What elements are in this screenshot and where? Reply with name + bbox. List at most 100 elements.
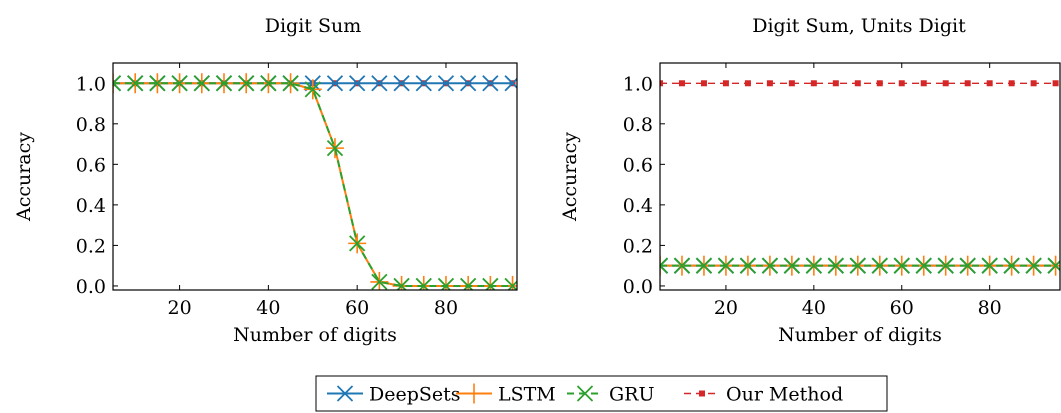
plot-frame — [659, 62, 1061, 291]
legend-marker — [699, 390, 705, 397]
data-point — [717, 257, 735, 274]
data-point — [171, 75, 188, 92]
data-point — [1008, 80, 1015, 87]
series-our-method — [660, 80, 1059, 87]
data-point — [942, 80, 949, 87]
x-tick-label: 20 — [714, 297, 738, 319]
x-tick-label: 60 — [890, 297, 914, 319]
y-axis-label: Accuracy — [13, 132, 35, 222]
data-point — [326, 139, 344, 157]
series-lstm — [113, 73, 517, 290]
chart-title: Digit Sum, Units Digit — [752, 15, 966, 37]
data-point — [832, 80, 839, 87]
plot-frame — [112, 62, 518, 291]
x-tick-label: 60 — [345, 297, 369, 319]
data-point — [349, 75, 366, 92]
data-point — [937, 257, 954, 274]
data-point — [393, 277, 410, 290]
data-point — [810, 80, 817, 87]
data-point — [215, 75, 233, 92]
y-tick-label: 1.0 — [623, 73, 653, 95]
y-tick-label: 0.2 — [76, 235, 106, 257]
data-point — [371, 273, 388, 290]
chart-panel-2: Digit Sum, Units Digit 0.0 0.2 0.4 0.6 0.8 1.0… — [559, 15, 1061, 346]
legend-item-our-method: Our Method — [684, 384, 843, 406]
legend-label: LSTM — [498, 384, 556, 406]
data-point — [964, 80, 971, 87]
x-tick-label: 80 — [978, 297, 1002, 319]
data-point — [1025, 257, 1042, 274]
data-point — [349, 235, 366, 252]
data-point — [371, 75, 388, 92]
data-point — [805, 257, 822, 274]
data-point — [193, 75, 210, 92]
legend-marker — [465, 383, 483, 404]
data-point — [783, 257, 801, 274]
data-point — [700, 80, 707, 87]
data-point — [766, 80, 773, 87]
series-line — [113, 82, 513, 287]
data-point — [849, 257, 866, 274]
data-point — [920, 80, 927, 87]
y-tick-label: 1.0 — [76, 73, 106, 95]
data-point — [898, 80, 905, 87]
plot-area — [660, 80, 1060, 276]
y-tick-label: 0.6 — [623, 154, 653, 176]
data-point — [695, 257, 713, 274]
data-point — [981, 257, 998, 274]
data-point — [660, 80, 663, 87]
data-point — [460, 75, 477, 92]
y-tick-label: 0.6 — [76, 154, 106, 176]
y-tick-label: 0.4 — [623, 195, 653, 217]
data-point — [304, 81, 321, 98]
legend-label: Our Method — [726, 384, 843, 406]
data-point — [482, 277, 499, 290]
chart-panel-1: Digit Sum 0.0 0.2 0.4 0.6 0.8 1.0 20 40 60 80 Numbe… — [13, 15, 518, 346]
legend-marker — [336, 385, 354, 402]
data-point — [871, 257, 888, 274]
data-point — [673, 257, 691, 274]
data-point — [504, 75, 517, 92]
data-point — [739, 257, 757, 274]
data-point — [393, 75, 410, 92]
data-point — [127, 75, 144, 92]
x-tick-label: 40 — [256, 297, 280, 319]
data-point — [1052, 80, 1059, 87]
data-point — [415, 75, 432, 92]
chart-title: Digit Sum — [265, 15, 362, 37]
y-tick-label: 0.8 — [623, 114, 653, 136]
data-point — [482, 75, 499, 92]
legend-box — [315, 375, 888, 412]
data-point — [437, 75, 455, 92]
data-point — [722, 80, 729, 87]
data-point — [827, 257, 844, 274]
x-axis-label: Number of digits — [778, 324, 942, 346]
data-point — [986, 80, 993, 87]
legend-item-deepsets: DeepSets — [327, 384, 461, 406]
data-point — [326, 75, 344, 92]
y-axis-label: Accuracy — [559, 132, 581, 222]
legend-item-lstm: LSTM — [456, 383, 556, 406]
data-point — [678, 80, 685, 87]
data-point — [1030, 80, 1037, 87]
y-tick-label: 0.8 — [76, 114, 106, 136]
data-point — [238, 75, 255, 92]
data-point — [460, 277, 477, 290]
data-point — [959, 257, 976, 274]
data-point — [893, 257, 910, 274]
data-point — [660, 257, 669, 274]
data-point — [113, 75, 122, 92]
data-point — [415, 277, 432, 290]
series-gru — [660, 257, 1060, 274]
x-tick-label: 20 — [167, 297, 191, 319]
legend-marker — [576, 385, 594, 402]
data-point — [915, 257, 932, 274]
data-point — [282, 75, 299, 92]
data-point — [744, 80, 751, 87]
y-tick-label: 0.4 — [76, 195, 106, 217]
legend-label: DeepSets — [369, 384, 461, 406]
y-tick-label: 0.0 — [623, 276, 653, 298]
legend-label: GRU — [609, 384, 655, 406]
data-point — [149, 75, 166, 92]
